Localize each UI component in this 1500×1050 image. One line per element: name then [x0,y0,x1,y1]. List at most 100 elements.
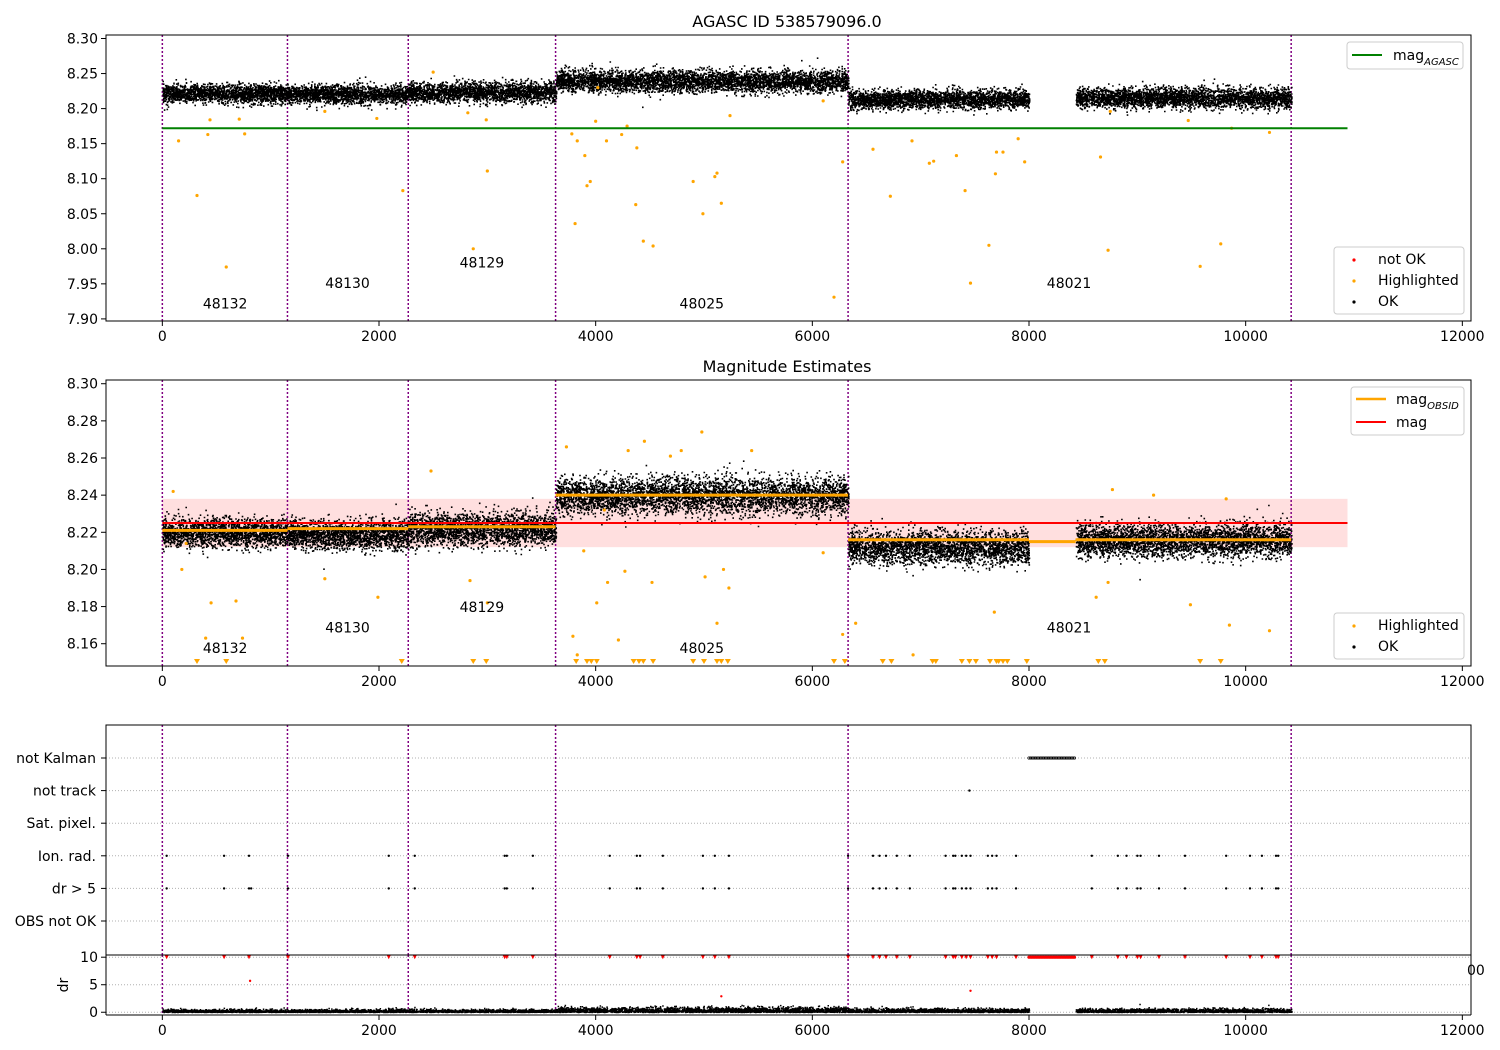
highlighted-point [1267,130,1272,135]
flag-dr5-point [1125,887,1128,890]
highlighted-point [466,111,470,115]
flag-not-kalman-point [1064,756,1068,760]
dr-baseline-cloud [162,1003,1293,1014]
flag-dr5-point [944,887,947,890]
obs-label: 48132 [203,296,248,312]
estimates-x-ticks: 0 2000 4000 6000 8000 10000 12000 [158,666,1485,690]
dr-capped-point [1115,955,1120,960]
offscale-marker [888,659,895,664]
offscale-marker [1095,659,1102,664]
flags-points [165,756,1280,890]
dr-capped-point [894,955,899,960]
dr-panel: 0 2000 4000 6000 8000 10000 12000 0 5 10 dr 00 [56,950,1485,1039]
y-tick-label: 7.95 [67,277,98,293]
offscale-marker [194,659,200,664]
highlighted-point [871,147,875,151]
highlighted-point [1227,623,1232,627]
highlighted-point [927,161,931,165]
flag-not-kalman-point [1055,756,1059,760]
offscale-marker [636,659,642,664]
flag-dr5-point [871,887,875,890]
flag-dr5-point [964,887,968,890]
flag-ion-rad-point [878,854,881,857]
highlighted-point [668,454,673,458]
flag-ion-rad-point [661,854,665,857]
highlighted-point [1219,242,1223,246]
y-tick-label: 8.30 [67,377,98,393]
flag-not-kalman-point [1046,756,1051,760]
dr-capped-point [990,955,995,960]
highlighted-point [184,541,188,546]
flag-dr5-point [1248,887,1252,890]
highlighted-point [209,601,213,605]
flag-not-kalman-point [1029,756,1033,760]
x-tick-label: 10000 [1223,1023,1268,1039]
highlighted-point [841,160,845,164]
highlighted-point [841,632,845,637]
agasc-y-ticks: 7.90 7.95 8.00 8.05 8.10 8.15 8.20 8.25 8.30 [67,32,106,328]
dr-capped-point [846,955,851,960]
flag-ion-rad-point [413,854,416,857]
flag-ion-rad-point [1224,854,1228,857]
offscale-marker [714,659,720,664]
dr-capped-point [871,955,875,960]
highlighted-point [604,139,609,143]
dr-capped-point [712,955,717,960]
legend-box [1333,612,1465,660]
highlighted-point [994,150,999,154]
highlighted-point [854,621,858,625]
flag-ion-rad-point [503,854,506,857]
dr-capped-point [985,955,990,960]
dr-not-ok-points [164,955,1281,998]
x-tick-label: 2000 [361,329,397,345]
highlighted-point [583,153,587,158]
flag-not-kalman-point [1059,756,1064,760]
y-tick-label: 0 [89,1005,98,1021]
flag-ion-rad-point [1136,854,1139,857]
ok-point-cloud [162,57,1293,116]
flag-ion-rad-point [995,854,998,857]
flag-not-kalman-point [1072,756,1077,760]
dr-obs-boundaries [161,955,1292,1015]
highlighted-point [206,132,210,137]
flag-ion-rad-point [990,854,994,857]
highlighted-point [641,239,645,243]
x-tick-label: 6000 [795,1023,831,1039]
flag-ion-rad-point [884,854,888,857]
y-tick-label: 8.24 [67,488,98,504]
highlighted-point [605,580,610,585]
y-tick-label: 8.22 [67,525,98,541]
x-tick-label: 10000 [1223,674,1268,690]
offscale-marker [593,659,600,664]
flag-dr5-point [1136,887,1139,890]
highlighted-point [719,201,723,205]
dr-capped-point [1248,955,1252,960]
estimates-offscale-markers [194,659,1224,664]
highlighted-point [642,439,647,443]
highlighted-point [626,448,630,453]
agasc-panel: AGASC ID 538579096.0 48132 48130 48129 4802… [67,12,1485,345]
y-tick-label: 8.28 [67,414,98,430]
estimates-ok-points [162,460,1293,581]
offscale-marker [1217,659,1224,664]
flag-dr5-point [505,887,509,890]
highlighted-point [700,430,704,434]
highlighted-point [401,189,405,193]
agasc-title: AGASC ID 538579096.0 [692,12,881,31]
flag-category-label: dr > 5 [52,881,96,897]
y-tick-label: 7.90 [67,312,98,328]
flag-dr5-point [286,887,290,890]
highlighted-point [1108,109,1112,114]
highlighted-point [1094,595,1098,599]
dr-capped-point [968,955,973,960]
flag-ion-rad-point [635,854,639,857]
dr-capped-point [1259,955,1264,960]
flag-dr5-point [1276,887,1280,890]
dr-capped-range-point [1072,955,1077,959]
flag-ion-rad-point [969,854,972,857]
flag-category-label: OBS not OK [15,914,97,930]
dr-capped-point [386,955,391,960]
highlighted-point [623,569,627,573]
dr-capped-point [877,955,882,960]
